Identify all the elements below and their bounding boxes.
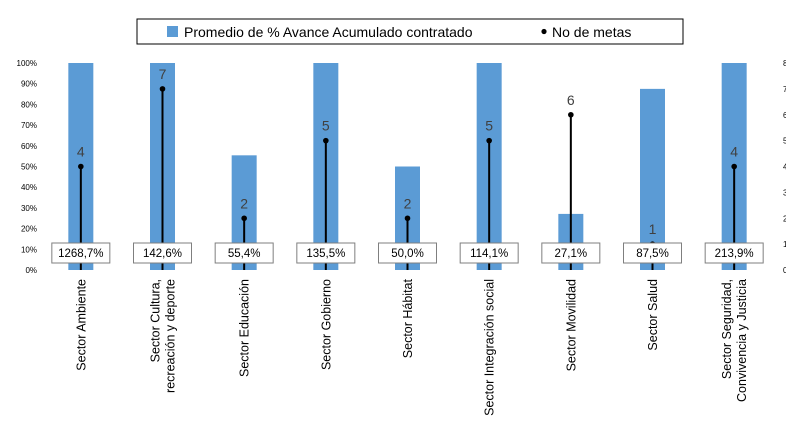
right-tick-label: 7: [783, 85, 786, 94]
meta-label: 4: [77, 144, 85, 160]
right-tick-label: 5: [783, 137, 786, 146]
category-label-line: Sector Movilidad: [564, 279, 578, 371]
right-tick-label: 2: [783, 214, 786, 223]
legend-meta-marker: [541, 28, 547, 35]
left-tick-label: 10%: [21, 245, 37, 254]
right-tick-label: 1: [783, 240, 786, 249]
category-label: Sector Educación: [238, 279, 252, 377]
left-tick-label: 100%: [17, 59, 37, 68]
category-label: Sector Seguridad,Convivencia y Justicia: [720, 279, 749, 402]
bar-value-label: 135,5%: [306, 248, 345, 260]
left-tick-label: 80%: [21, 100, 37, 109]
meta-label: 6: [567, 92, 575, 108]
meta-dot: [159, 86, 166, 92]
category-label-line: Sector Cultura,: [149, 279, 163, 362]
bar-value-box: [51, 242, 111, 264]
bar-value-box: [378, 242, 437, 264]
meta-label: 5: [322, 118, 330, 134]
category-label: Sector Movilidad: [564, 279, 578, 371]
meta-dot: [241, 215, 247, 222]
bar-value-box: [214, 242, 274, 264]
category-label-line: Sector Gobierno: [319, 279, 333, 370]
left-tick-label: 30%: [21, 204, 37, 213]
meta-label: 1: [649, 221, 657, 237]
bar-value-box: [459, 242, 519, 264]
bar-value-box: [296, 242, 356, 264]
meta-label: 2: [240, 195, 248, 211]
bar-value-label: 55,4%: [228, 248, 261, 260]
legend-bar-swatch: [167, 26, 178, 37]
category-label: Sector Salud: [646, 279, 660, 351]
left-tick-label: 20%: [21, 225, 37, 234]
category-label-line: Sector Educación: [238, 279, 252, 377]
right-tick-label: 6: [783, 111, 786, 120]
category-label-line: Sector Hábitat: [401, 278, 415, 358]
category-label-line: Sector Salud: [646, 279, 660, 351]
legend-box: [136, 18, 684, 45]
left-tick-label: 70%: [21, 121, 37, 130]
category-label: Sector Integración social: [483, 279, 497, 416]
legend-meta-label: No de metas: [552, 24, 631, 40]
meta-dot: [323, 137, 329, 144]
legend: Promedio de % Avance Acumulado contratad…: [136, 18, 684, 45]
bar-value-box: [133, 242, 192, 264]
bar-value-label: 1268,7%: [58, 248, 103, 260]
bar-value-box: [704, 242, 764, 264]
bar-value-label: 213,9%: [715, 248, 754, 260]
bar-value-box: [541, 242, 601, 264]
plot-area: 0% 10% 20% 30% 40% 50% 60% 70% 80% 90% 100% 0 1 2 3 4 5 6…: [17, 59, 786, 416]
meta-dot: [404, 215, 411, 222]
left-tick-label: 90%: [21, 80, 37, 89]
bar-value-label: 87,5%: [636, 248, 669, 260]
bar-value-label: 27,1%: [555, 248, 588, 260]
meta-dot: [78, 163, 84, 170]
meta-label: 7: [159, 66, 167, 82]
bar-value-label: 114,1%: [470, 248, 508, 260]
category-label: Sector Hábitat: [401, 278, 415, 358]
category-label-line: Sector Integración social: [483, 279, 497, 416]
category-label: Sector Ambiente: [74, 279, 88, 371]
right-tick-label: 0: [783, 266, 786, 275]
left-tick-label: 60%: [21, 142, 37, 151]
category-label-line: recreación y deporte: [164, 279, 178, 393]
meta-dot: [731, 163, 737, 170]
category-label-line: Convivencia y Justicia: [735, 279, 749, 402]
right-tick-label: 8: [783, 59, 786, 68]
left-tick-label: 0%: [25, 266, 37, 275]
left-tick-label: 50%: [21, 163, 37, 172]
bar-value-box: [623, 242, 682, 264]
meta-dot: [568, 111, 574, 118]
right-tick-label: 3: [783, 188, 786, 197]
left-tick-label: 40%: [21, 183, 37, 192]
right-tick-label: 4: [783, 163, 786, 172]
meta-label: 5: [485, 118, 493, 134]
category-label-line: Sector Ambiente: [74, 279, 88, 371]
category-label: Sector Gobierno: [319, 279, 333, 370]
legend-bar-label: Promedio de % Avance Acumulado contratad…: [184, 24, 473, 40]
bar-value-label: 50,0%: [391, 248, 424, 260]
bar-value-label: 142,6%: [143, 248, 182, 260]
category-label: Sector Cultura,recreación y deporte: [149, 279, 178, 393]
bar: [640, 88, 665, 270]
category-label-line: Sector Seguridad,: [720, 279, 734, 379]
meta-label: 2: [404, 195, 412, 211]
meta-dot: [486, 137, 492, 144]
meta-label: 4: [730, 144, 738, 160]
